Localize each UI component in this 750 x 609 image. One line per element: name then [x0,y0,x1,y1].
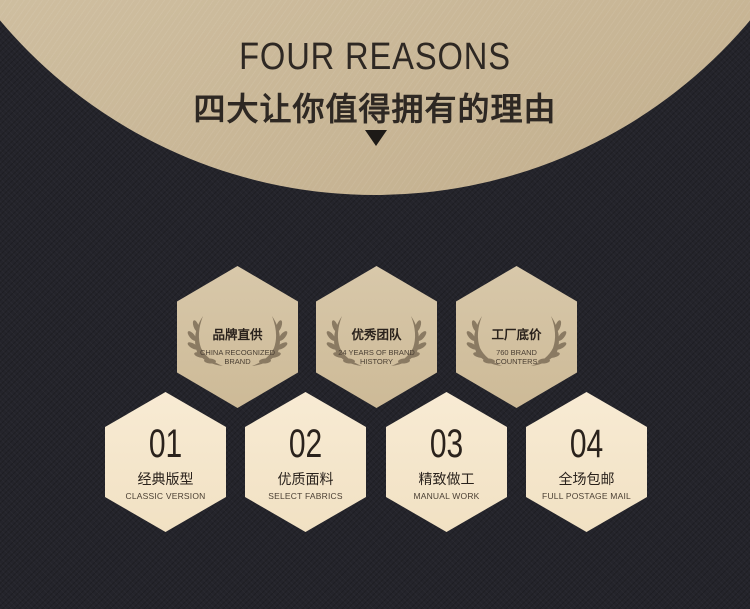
down-arrow-icon [365,130,387,146]
laurel-wreath-icon [466,316,567,366]
badge-subtitle: CHINA RECOGNIZED BRAND [199,348,275,366]
reason-label-english: MANUAL WORK [413,491,480,501]
reason-manual-work: 03 精致做工 MANUAL WORK [386,392,507,532]
reason-label-english: SELECT FABRICS [268,491,343,501]
title-chinese: 四大让你值得拥有的理由 [193,90,557,128]
badge-title: 工厂底价 [491,327,542,342]
reason-label-english: CLASSIC VERSION [125,491,206,501]
reason-number: 04 [569,422,604,466]
badge-subtitle: 24 YEARS OF BRAND HISTORY [338,348,415,366]
badge-factory-price: 工厂底价 760 BRAND COUNTERS [456,266,577,408]
title-english: FOUR REASONS [239,36,511,78]
reason-free-shipping: 04 全场包邮 FULL POSTAGE MAIL [526,392,647,532]
badge-title: 优秀团队 [351,327,402,342]
badge-excellent-team: 优秀团队 24 YEARS OF BRAND HISTORY [316,266,437,408]
reason-number: 01 [148,422,183,466]
badge-brand-direct: 品牌直供 CHINA RECOGNIZED BRAND [177,266,298,408]
reason-classic-version: 01 经典版型 CLASSIC VERSION [105,392,226,532]
reason-label: 精致做工 [418,472,475,488]
reason-label: 经典版型 [137,472,194,488]
laurel-wreath-icon [326,316,427,366]
badge-subtitle: 760 BRAND COUNTERS [495,348,538,366]
reason-number: 03 [429,422,464,466]
badge-title: 品牌直供 [212,327,263,342]
reason-label: 优质面料 [277,472,334,488]
reason-number: 02 [288,422,323,466]
laurel-wreath-icon [187,316,288,366]
reason-label-english: FULL POSTAGE MAIL [542,491,631,501]
reason-label: 全场包邮 [558,472,615,488]
reason-select-fabrics: 02 优质面料 SELECT FABRICS [245,392,366,532]
